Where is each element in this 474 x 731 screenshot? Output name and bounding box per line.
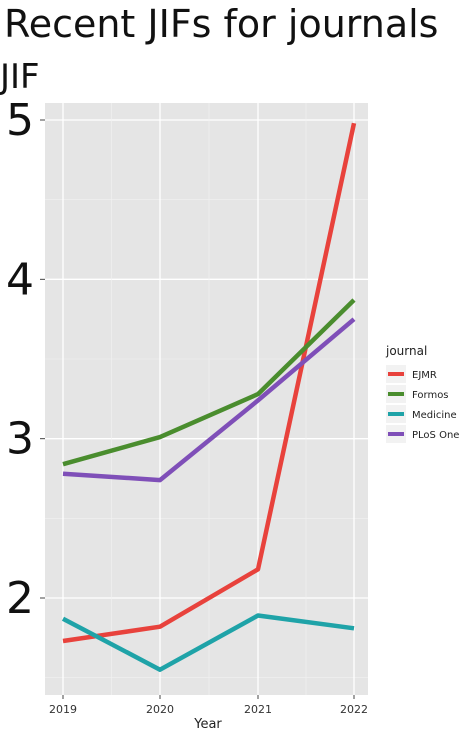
plot-panel [45, 103, 368, 695]
y-tick-label: 3 [6, 414, 34, 465]
x-tick-label: 2020 [146, 703, 174, 716]
x-tick-label: 2022 [340, 703, 368, 716]
legend-title: journal [385, 344, 427, 358]
y-axis-title: JIF [0, 57, 40, 97]
x-tick-label: 2019 [49, 703, 77, 716]
chart-title: Recent JIFs for journals [4, 2, 438, 46]
y-tick-label: 2 [6, 573, 34, 624]
y-tick-label: 4 [6, 254, 34, 305]
x-axis-ticks: 2019 2020 2021 2022 [49, 695, 368, 716]
y-axis-ticks: 2 3 4 5 [6, 95, 45, 624]
legend: journal EJMR Formos Medicine PLoS One [385, 344, 459, 443]
legend-label: Formos [412, 390, 449, 401]
series-line-formos [62, 298, 356, 467]
series-line-medicine [61, 613, 355, 672]
legend-label: Medicine [412, 410, 457, 421]
legend-label: PLoS One [412, 430, 459, 441]
x-axis-title: Year [193, 717, 222, 731]
series-line-plos-one [62, 317, 356, 483]
legend-label: EJMR [412, 370, 437, 381]
x-tick-label: 2021 [244, 703, 272, 716]
y-tick-label: 5 [6, 95, 34, 146]
series-lines [61, 122, 357, 672]
